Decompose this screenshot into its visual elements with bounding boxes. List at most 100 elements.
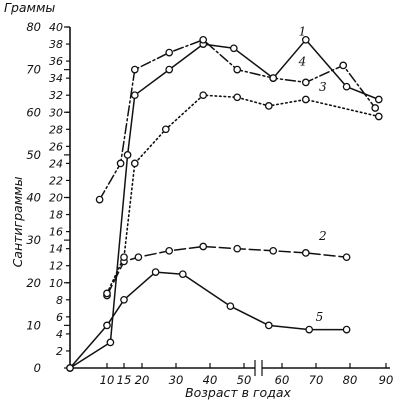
curve-labels: 1 2 34 5 (298, 25, 327, 325)
data-point-series-3 (130, 159, 139, 168)
series-line-4 (98, 39, 376, 201)
y-right-tick-label: 6 (56, 311, 63, 324)
x-tick-label: 30 (169, 373, 184, 387)
data-point-series-2 (301, 249, 310, 257)
data-point-series-1 (123, 151, 132, 159)
x-tick-label: 90 (379, 373, 394, 387)
data-point-series-3 (233, 93, 242, 102)
y-left-tick-label: 70 (26, 63, 41, 77)
y-left-tick-label: 60 (26, 105, 41, 119)
data-point-series-3 (374, 112, 383, 121)
y-right-tick-label: 32 (49, 89, 63, 102)
y-axis-right-title: Граммы (4, 0, 55, 15)
y-left-tick-label: 40 (26, 191, 41, 205)
data-point-series-2 (165, 246, 174, 255)
data-point-series-4 (116, 159, 125, 168)
y-right-tick-label: 30 (49, 106, 63, 119)
data-point-series-4 (199, 35, 208, 44)
y-right-tick-label: 28 (49, 123, 63, 136)
data-point-series-5 (66, 364, 74, 372)
data-point-series-5 (103, 321, 111, 330)
data-point-series-1 (342, 82, 351, 91)
y-left-tick-label: 30 (26, 233, 41, 247)
x-tick-label: 50 (237, 373, 252, 387)
y-right-tick-label: 14 (49, 243, 63, 256)
y-right-tick-label: 24 (49, 157, 63, 170)
axes (69, 27, 390, 376)
data-point-series-2 (269, 246, 278, 255)
data-point-series-4 (269, 74, 278, 82)
data-point-series-3 (161, 125, 170, 134)
x-tick-label: 40 (203, 373, 218, 387)
curve-label-2: 2 (318, 229, 327, 243)
data-point-series-3 (301, 95, 310, 104)
data-point-series-3 (199, 91, 208, 100)
data-point-series-2 (233, 244, 242, 253)
x-tick-label: 80 (343, 373, 358, 387)
x-tick-label: 20 (135, 373, 150, 387)
x-tick-label: 60 (275, 373, 290, 387)
y-right-tick-label: 2 (56, 345, 63, 358)
y-right-tick-label: 26 (49, 140, 63, 153)
data-point-series-1 (301, 35, 310, 44)
data-point-series-5 (305, 325, 314, 334)
data-point-series-2 (134, 253, 143, 262)
y-left-tick-label: 0 (34, 361, 41, 375)
curve-label-4: 4 (298, 54, 307, 68)
x-tick-label: 70 (309, 373, 324, 387)
series-lines (69, 39, 380, 369)
data-point-series-4 (339, 61, 348, 70)
data-point-series-5 (264, 321, 273, 330)
data-point-series-4 (130, 65, 139, 74)
y-right-tick-label: 12 (49, 260, 63, 273)
data-point-series-3 (264, 102, 273, 110)
tick-marks (64, 26, 387, 369)
curve-label-5: 5 (316, 310, 324, 324)
data-point-series-1 (130, 91, 139, 100)
data-point-series-5 (178, 270, 187, 279)
data-point-series-5 (120, 295, 128, 304)
data-point-series-3 (120, 253, 128, 262)
y-right-tick-label: 34 (49, 72, 63, 85)
data-point-series-4 (95, 195, 104, 204)
y-left-tick-label: 50 (26, 148, 41, 162)
data-point-series-3 (103, 289, 111, 298)
y-right-tick-label: 40 (49, 21, 63, 34)
y-right-tick-label: 36 (49, 55, 63, 68)
data-point-series-4 (165, 48, 174, 57)
data-point-series-2 (199, 242, 208, 251)
y-left-tick-label: 80 (26, 20, 41, 34)
data-point-series-5 (226, 302, 235, 311)
data-point-series-4 (233, 65, 242, 74)
x-tick-label: 15 (117, 373, 132, 387)
curve-label-1: 1 (299, 25, 307, 39)
data-point-series-1 (229, 44, 238, 53)
y-right-tick-label: 8 (56, 294, 63, 307)
y-right-tick-label: 4 (56, 328, 63, 341)
y-right-tick-label: 10 (49, 277, 63, 290)
y-left-tick-label: 10 (26, 318, 41, 332)
data-point-series-1 (374, 95, 383, 104)
series-line-2 (106, 245, 348, 297)
data-point-series-5 (151, 268, 160, 276)
y-axis-left-title: Сантиграммы (10, 176, 25, 267)
y-right-tick-label: 20 (49, 192, 63, 205)
y-right-tick-label: 18 (49, 209, 63, 222)
series-markers (66, 35, 383, 372)
data-point-series-1 (106, 338, 115, 347)
data-point-series-2 (342, 253, 351, 262)
data-point-series-4 (301, 78, 310, 87)
curve-label-3: 3 (319, 80, 327, 94)
y-right-tick-label: 22 (49, 174, 63, 187)
y-right-tick-label: 38 (49, 38, 63, 51)
data-point-series-5 (342, 325, 351, 334)
tick-labels: 0102030405060708024681012141618202224262… (26, 20, 393, 387)
x-tick-label: 10 (100, 373, 115, 387)
data-point-series-4 (371, 104, 380, 112)
y-right-tick-label: 16 (49, 226, 63, 239)
x-axis-title: Возраст в годах (185, 385, 291, 400)
series-line-3 (106, 94, 380, 295)
data-point-series-1 (165, 65, 174, 74)
series-line-1 (69, 39, 380, 369)
